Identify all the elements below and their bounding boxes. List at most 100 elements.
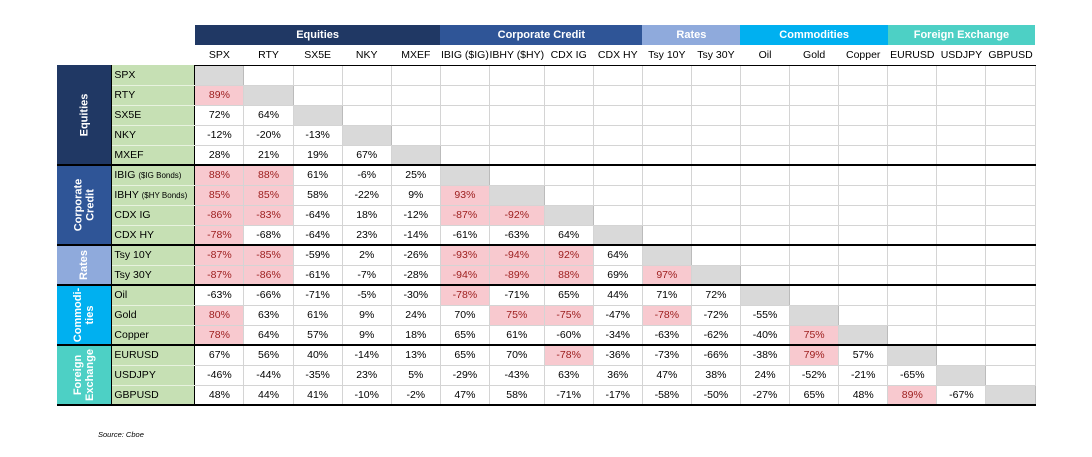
table-row: IBHY ($HY Bonds) 85% 85% 58% -22% 9% 93% <box>57 184 1036 206</box>
correlation-cell: 88% <box>543 264 594 286</box>
empty-cell <box>592 64 643 86</box>
diagonal-cell <box>243 84 294 106</box>
empty-cell <box>887 224 938 246</box>
diagonal-cell <box>439 164 490 186</box>
row-label-suffix: ($HY Bonds) <box>141 191 188 200</box>
row-label-copper: Copper <box>111 325 196 346</box>
correlation-cell: 75% <box>488 304 545 326</box>
empty-cell <box>341 84 392 106</box>
correlation-cell: 23% <box>341 364 392 386</box>
correlation-cell: -64% <box>292 204 343 226</box>
empty-cell <box>838 244 889 266</box>
empty-cell <box>838 64 889 86</box>
empty-cell <box>936 204 987 226</box>
correlation-cell: -20% <box>243 124 294 146</box>
diagonal-cell <box>341 124 392 146</box>
correlation-cell: -52% <box>789 364 840 386</box>
diagonal-cell <box>592 224 643 246</box>
correlation-cell: -17% <box>592 384 643 406</box>
correlation-cell: -78% <box>543 344 594 366</box>
correlation-cell: -61% <box>439 224 490 246</box>
row-group-foreign-exchange: Foreign Exchange <box>57 345 113 406</box>
empty-cell <box>592 204 643 226</box>
empty-cell <box>243 64 294 86</box>
empty-cell <box>838 264 889 286</box>
empty-cell <box>985 64 1036 86</box>
correlation-cell: -30% <box>390 284 441 306</box>
column-header-rty: RTY <box>243 45 294 66</box>
correlation-cell: 41% <box>292 384 343 406</box>
empty-cell <box>936 64 987 86</box>
row-label-text: Oil <box>114 289 128 302</box>
correlation-cell: 28% <box>194 144 245 166</box>
correlation-cell: -73% <box>641 344 692 366</box>
row-label-text: Gold <box>114 309 137 321</box>
correlation-cell: 44% <box>243 384 294 406</box>
correlation-cell: -63% <box>641 324 692 346</box>
row-label-text: USDJPY <box>114 369 156 381</box>
empty-cell <box>887 264 938 286</box>
column-group-corporate-credit: Corporate Credit <box>440 25 643 45</box>
diagonal-cell <box>488 184 545 206</box>
table-body: Equities SPX RTY 89% SX5E 72% 64% NKY -12% -20% -1… <box>57 64 1036 406</box>
column-group-rates: Rates <box>642 25 741 45</box>
row-label-text: CDX IG <box>114 209 151 221</box>
correlation-cell: 2% <box>341 244 392 266</box>
table-row: MXEF 28% 21% 19% 67% <box>57 144 1036 166</box>
empty-cell <box>439 84 490 106</box>
correlation-cell: 9% <box>390 184 441 206</box>
correlation-cell: 89% <box>194 84 245 106</box>
correlation-cell: -43% <box>488 364 545 386</box>
correlation-cell: 67% <box>341 144 392 166</box>
correlation-cell: 40% <box>292 344 343 366</box>
empty-cell <box>390 84 441 106</box>
correlation-cell: -12% <box>390 204 441 226</box>
column-header-row: SPX RTY SX5E NKY MXEF IBIG ($IG) IBHY ($HY) CDX… <box>57 45 1036 66</box>
empty-cell <box>739 224 791 246</box>
row-label-text: NKY <box>114 129 136 141</box>
table-corner <box>57 25 195 45</box>
empty-cell <box>292 84 343 106</box>
diagonal-cell <box>641 244 692 266</box>
empty-cell <box>789 264 840 286</box>
correlation-cell: -65% <box>887 364 938 386</box>
diagonal-cell <box>985 384 1036 406</box>
empty-cell <box>341 104 392 126</box>
row-group-corporate-credit: Corporate Credit <box>57 165 113 246</box>
empty-cell <box>543 184 594 206</box>
correlation-cell: -78% <box>439 284 490 306</box>
empty-cell <box>789 144 840 166</box>
empty-cell <box>592 164 643 186</box>
correlation-cell: -50% <box>690 384 741 406</box>
table-row: Tsy 30Y -87% -86% -61% -7% -28% -94% -89% 88% 69%… <box>57 264 1036 286</box>
correlation-cell: 80% <box>194 304 245 326</box>
empty-cell <box>789 244 840 266</box>
empty-cell <box>488 124 545 146</box>
row-group-label-line: Rates <box>78 250 91 280</box>
correlation-cell: 61% <box>292 304 343 326</box>
empty-cell <box>690 164 741 186</box>
empty-cell <box>887 244 938 266</box>
correlation-cell: 63% <box>543 364 594 386</box>
row-label-rty: RTY <box>111 85 196 106</box>
row-label-cdx-hy: CDX HY <box>111 225 196 246</box>
empty-cell <box>985 204 1036 226</box>
empty-cell <box>592 124 643 146</box>
source-note: Source: Cboe <box>98 430 144 439</box>
empty-cell <box>641 64 692 86</box>
empty-cell <box>739 84 791 106</box>
empty-cell <box>690 84 741 106</box>
correlation-cell: -47% <box>592 304 643 326</box>
diagonal-cell <box>936 364 987 386</box>
correlation-cell: -14% <box>390 224 441 246</box>
correlation-table: Equities Corporate Credit Rates Commodities… <box>57 25 1036 406</box>
column-header-sx5e: SX5E <box>293 45 343 66</box>
correlation-cell: -12% <box>194 124 245 146</box>
correlation-cell: -21% <box>838 364 889 386</box>
empty-cell <box>641 204 692 226</box>
correlation-cell: 65% <box>439 344 490 366</box>
row-label-text: CDX HY <box>114 228 155 241</box>
empty-cell <box>739 124 791 146</box>
correlation-cell: -13% <box>292 124 343 146</box>
diagonal-cell <box>838 324 889 346</box>
